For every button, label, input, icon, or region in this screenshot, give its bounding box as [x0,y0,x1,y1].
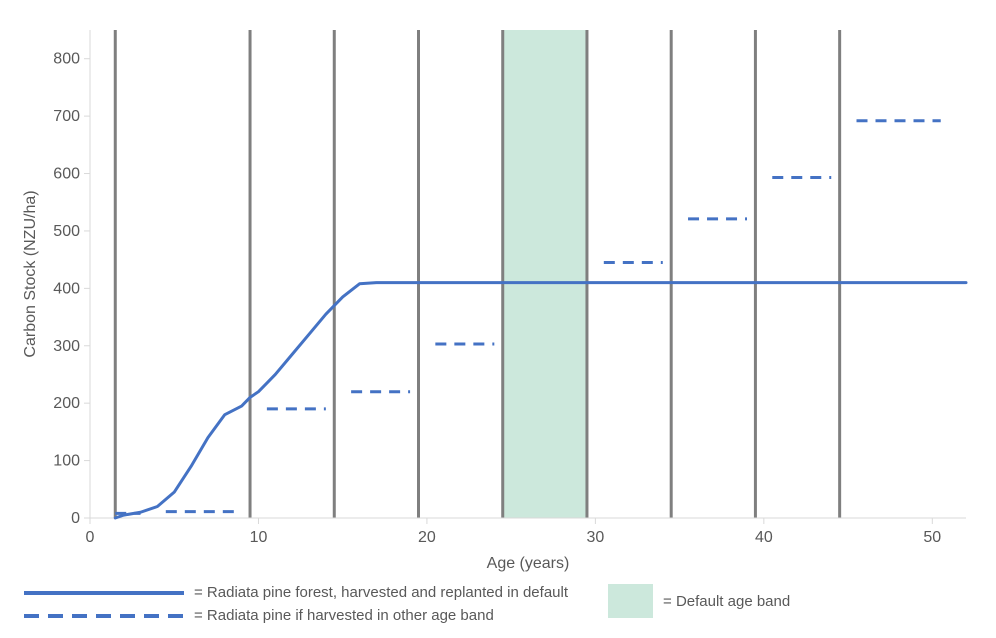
x-tick-label: 0 [86,529,95,546]
y-tick-label: 700 [53,108,80,125]
legend-entry-dashed: = Radiata pine if harvested in other age… [24,607,568,624]
y-tick-label: 300 [53,338,80,355]
x-tick-label: 10 [250,529,268,546]
y-tick-label: 800 [53,51,80,68]
chart-background [0,0,996,638]
y-tick-label: 100 [53,453,80,470]
legend-band-label: = Default age band [663,593,790,610]
legend-solid-label: = Radiata pine forest, harvested and rep… [194,584,568,601]
legend-entry-solid: = Radiata pine forest, harvested and rep… [24,584,568,601]
y-tick-label: 500 [53,223,80,240]
x-tick-label: 50 [923,529,941,546]
y-tick-label: 600 [53,166,80,183]
y-axis-title: Carbon Stock (NZU/ha) [22,190,39,357]
legend-left-col: = Radiata pine forest, harvested and rep… [24,584,568,624]
legend-entry-band: = Default age band [608,584,790,618]
legend-band-rect-icon [608,584,653,618]
chart-container: 010203040500100200300400500600700800Age … [0,0,996,638]
x-tick-label: 20 [418,529,436,546]
y-tick-label: 0 [71,510,80,527]
legend: = Radiata pine forest, harvested and rep… [24,584,790,624]
legend-dashed-label: = Radiata pine if harvested in other age… [194,607,494,624]
legend-solid-line-icon [24,587,184,599]
default-age-band-fill [503,30,587,518]
y-tick-label: 400 [53,280,80,297]
y-tick-label: 200 [53,395,80,412]
x-axis-title: Age (years) [487,555,570,572]
legend-dashed-line-icon [24,610,184,622]
x-tick-label: 30 [586,529,604,546]
carbon-stock-chart: 010203040500100200300400500600700800Age … [0,0,996,638]
x-tick-label: 40 [755,529,773,546]
